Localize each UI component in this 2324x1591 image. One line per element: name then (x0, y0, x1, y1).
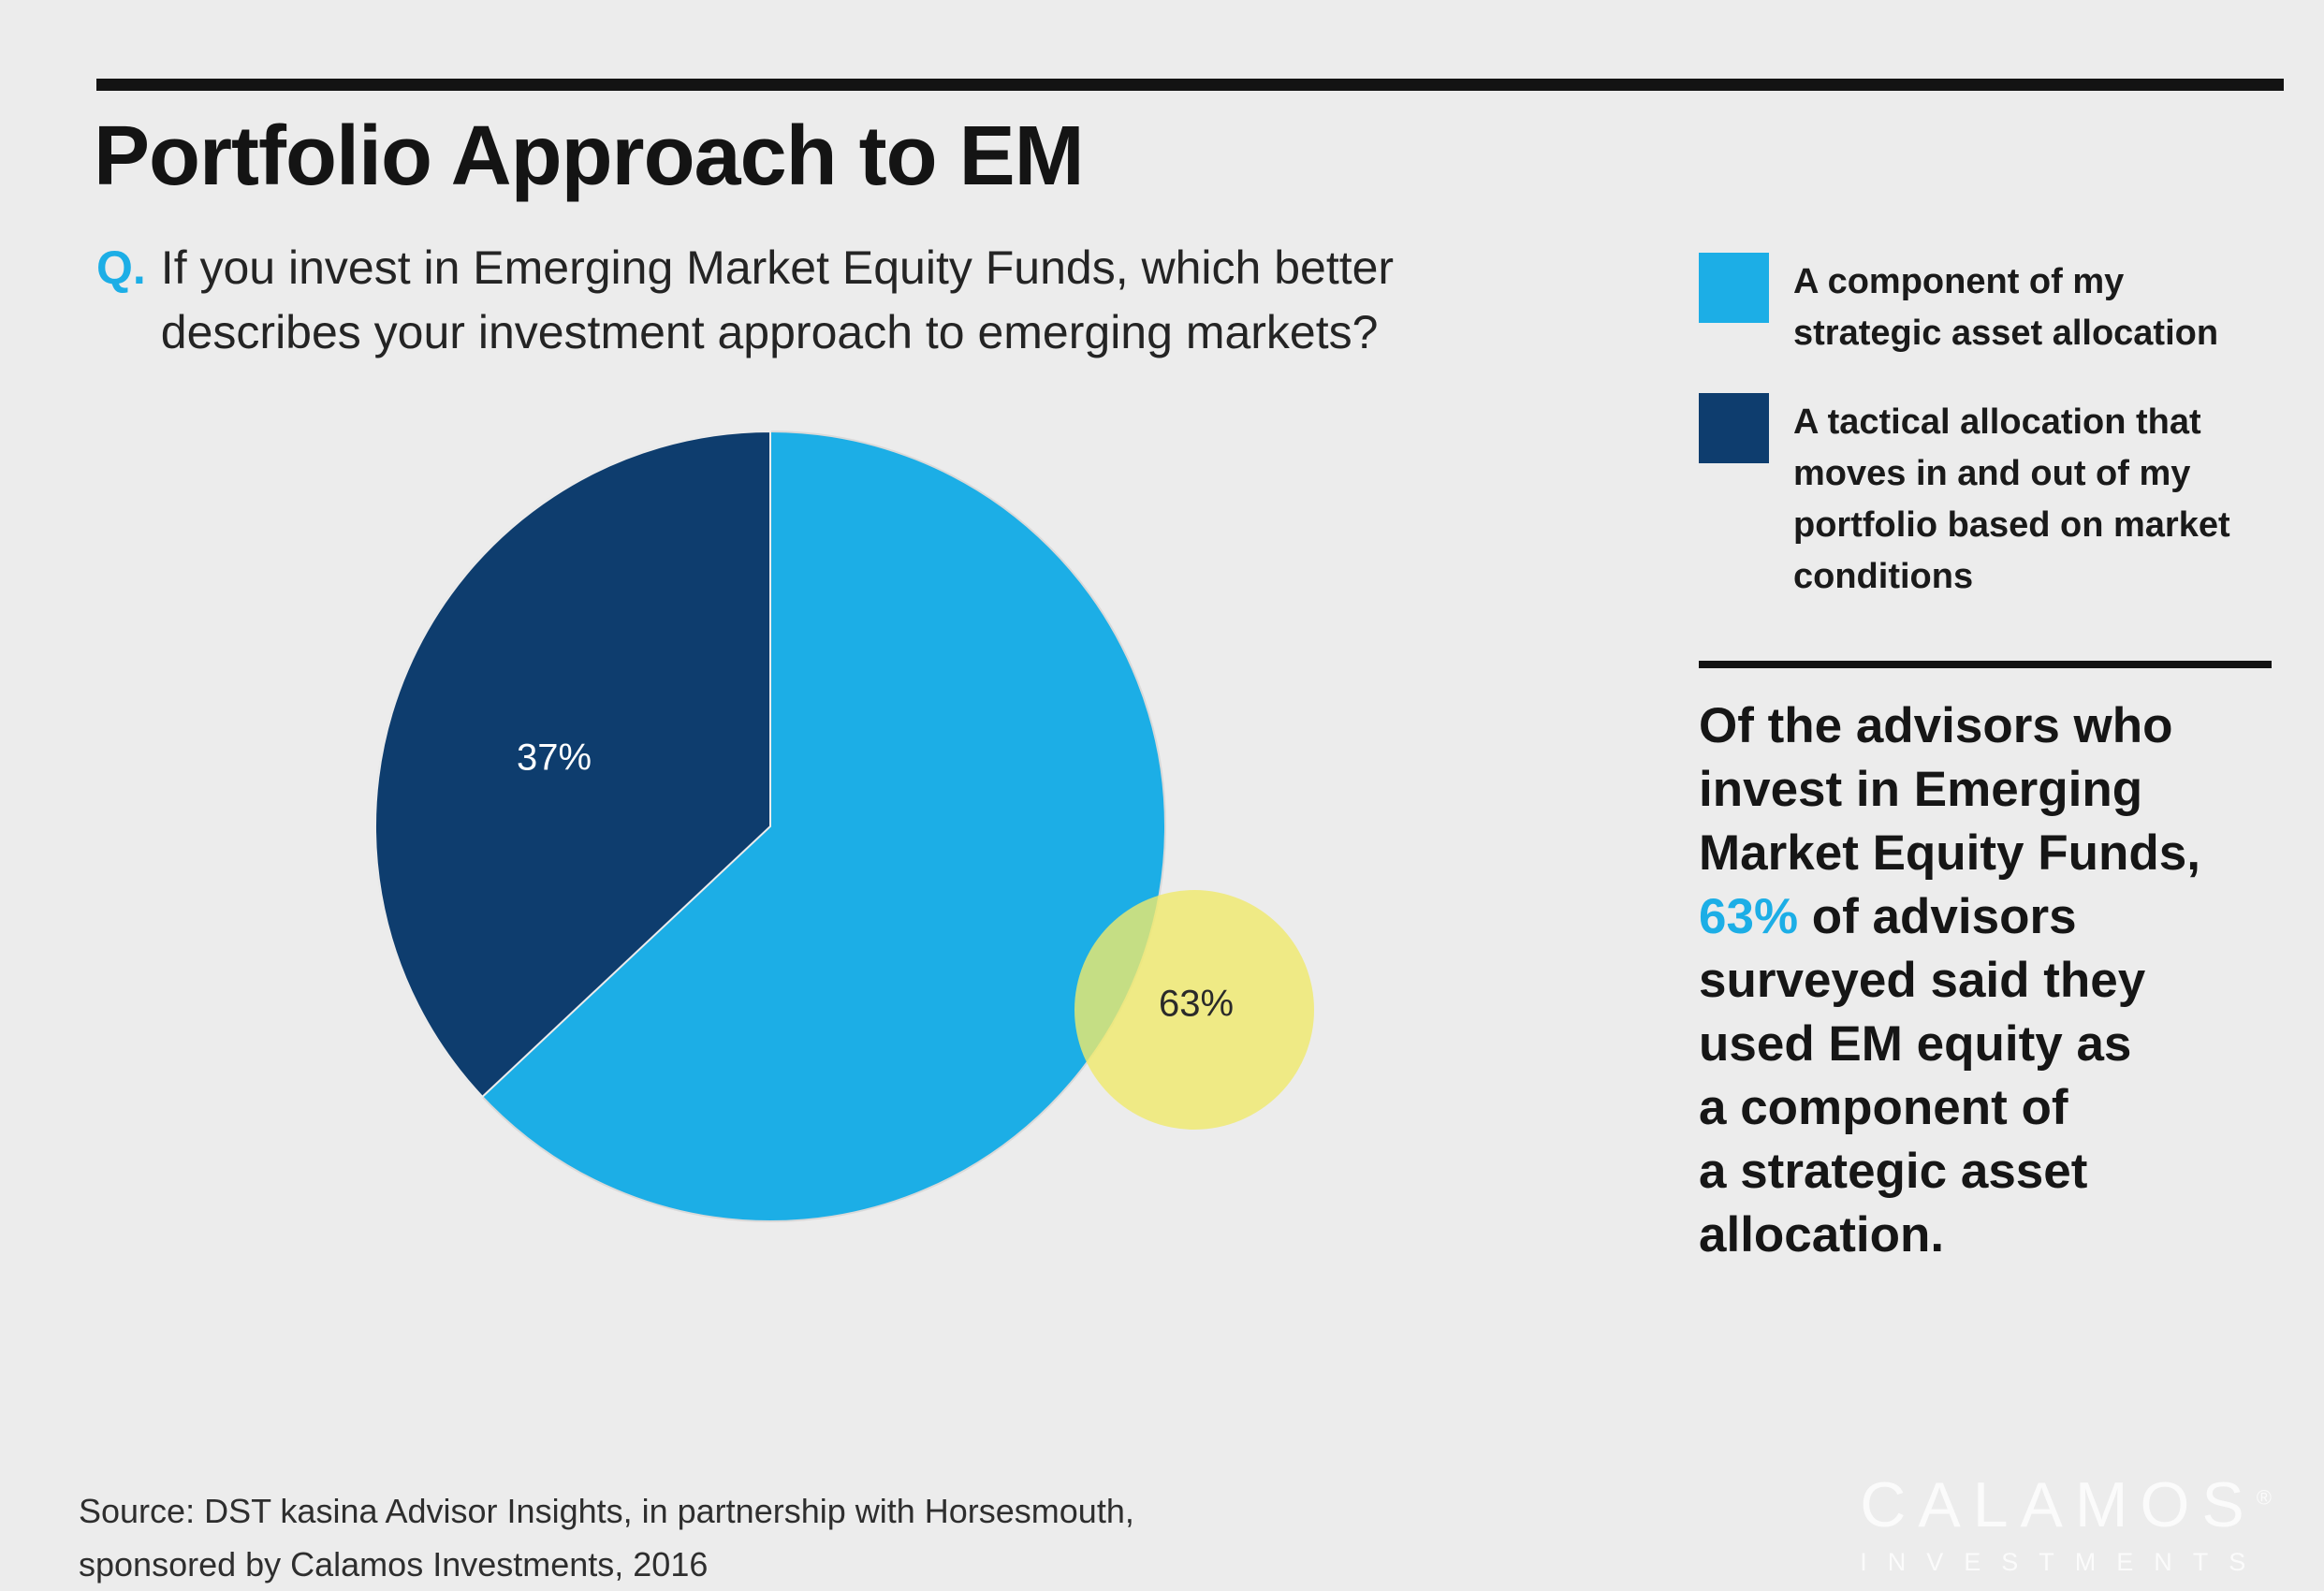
source-line: Source: DST kasina Advisor Insights, in … (79, 1492, 1134, 1530)
question-line: describes your investment approach to em… (160, 306, 1379, 358)
legend-label-line: moves in and out of my (1793, 454, 2191, 493)
legend-item-tactical: A tactical allocation that moves in and … (1699, 393, 2298, 603)
pie-slice-tactical (374, 430, 771, 1099)
legend-label-tactical: A tactical allocation that moves in and … (1793, 393, 2230, 603)
logo-brand: CALAMOS® (1860, 1473, 2272, 1537)
source-line: sponsored by Calamos Investments, 2016 (79, 1545, 709, 1584)
calamos-logo: CALAMOS® INVESTMENTS (1860, 1473, 2272, 1577)
callout-line: Of the advisors who (1699, 698, 2173, 753)
pie-label-63: 63% (1158, 983, 1235, 1025)
legend-swatch-tactical (1699, 393, 1769, 463)
top-rule (96, 79, 2284, 91)
registered-mark-icon: ® (2256, 1485, 2272, 1510)
callout-line: allocation. (1699, 1207, 1945, 1263)
question-text: If you invest in Emerging Market Equity … (161, 236, 1394, 365)
question: Q. If you invest in Emerging Market Equi… (96, 236, 1394, 365)
legend-swatch-strategic (1699, 253, 1769, 323)
page-title: Portfolio Approach to EM (94, 109, 1085, 203)
callout-line: a strategic asset (1699, 1144, 2088, 1199)
logo-brand-text: CALAMOS (1860, 1469, 2257, 1540)
callout-line: surveyed said they (1699, 953, 2146, 1008)
source-note: Source: DST kasina Advisor Insights, in … (79, 1484, 1134, 1591)
callout-highlight-suffix: of advisors (1798, 889, 2077, 944)
legend: A component of my strategic asset alloca… (1699, 253, 2298, 603)
question-prefix: Q. (96, 241, 146, 294)
legend-label-line: A component of my (1793, 262, 2125, 301)
callout-highlight: 63% (1699, 889, 1799, 944)
legend-label-line: portfolio based on market (1793, 505, 2230, 545)
callout-line: a component of (1699, 1080, 2068, 1135)
bubble-63-circle (1074, 890, 1314, 1130)
legend-label-strategic: A component of my strategic asset alloca… (1793, 253, 2218, 359)
callout-line: Market Equity Funds, (1699, 825, 2200, 881)
callout-line: invest in Emerging (1699, 762, 2143, 817)
legend-label-line: strategic asset allocation (1793, 314, 2219, 353)
question-line: If you invest in Emerging Market Equity … (160, 241, 1395, 294)
callout-text: Of the advisors who invest in Emerging M… (1699, 694, 2200, 1267)
legend-label-line: A tactical allocation that (1793, 402, 2201, 442)
pie-label-37: 37% (516, 737, 592, 779)
legend-item-strategic: A component of my strategic asset alloca… (1699, 253, 2298, 359)
logo-subtitle: INVESTMENTS (1860, 1548, 2267, 1576)
pie-chart (374, 430, 1314, 1222)
legend-label-line: conditions (1793, 557, 1974, 596)
callout-line: 63% of advisors (1699, 885, 2200, 949)
legend-divider (1699, 661, 2272, 668)
callout-line: used EM equity as (1699, 1016, 2132, 1072)
